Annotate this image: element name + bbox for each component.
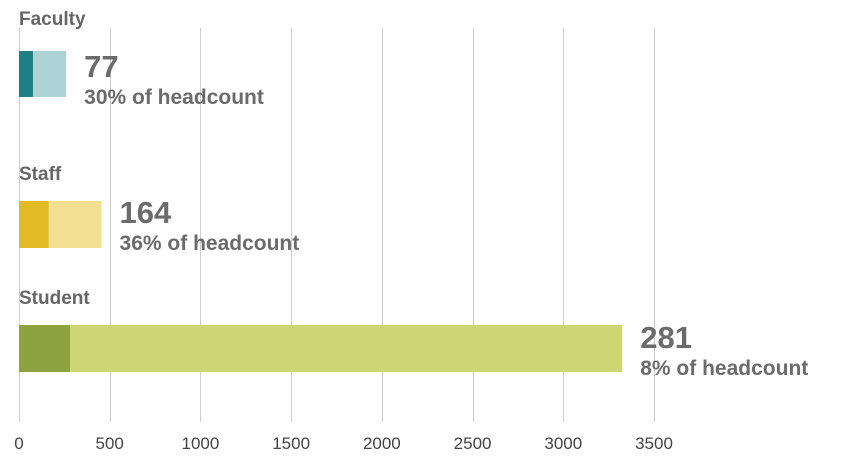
x-axis-ticks: 0 500 1000 1500 2000 2500 3000 3500 (14, 434, 673, 453)
x-tick-label-3500: 3500 (635, 434, 673, 453)
data-label-faculty-count: 77 (84, 49, 118, 84)
bars (19, 51, 623, 372)
data-label-student-count: 281 (640, 320, 692, 355)
x-tick-label-1500: 1500 (272, 434, 310, 453)
bar-staff-remainder (48, 201, 102, 248)
data-label-staff-share: 36% of headcount (120, 232, 300, 255)
category-label-faculty: Faculty (19, 9, 86, 30)
x-tick-label-3000: 3000 (544, 434, 582, 453)
bar-faculty-remainder (32, 51, 67, 97)
bar-student-remainder (69, 325, 623, 372)
bar-faculty-count (19, 51, 33, 97)
bar-student-count (19, 325, 70, 372)
data-label-faculty-share: 30% of headcount (84, 86, 264, 109)
x-tick-label-2500: 2500 (454, 434, 492, 453)
x-tick-label-500: 500 (96, 434, 124, 453)
x-tick-label-2000: 2000 (363, 434, 401, 453)
x-tick-label-0: 0 (14, 434, 23, 453)
data-label-student-share: 8% of headcount (640, 357, 808, 380)
category-label-staff: Staff (19, 164, 62, 185)
bar-staff-count (19, 201, 49, 248)
gridlines (19, 28, 655, 422)
category-label-student: Student (19, 288, 90, 309)
x-tick-label-1000: 1000 (182, 434, 220, 453)
data-label-staff-count: 164 (120, 195, 172, 230)
